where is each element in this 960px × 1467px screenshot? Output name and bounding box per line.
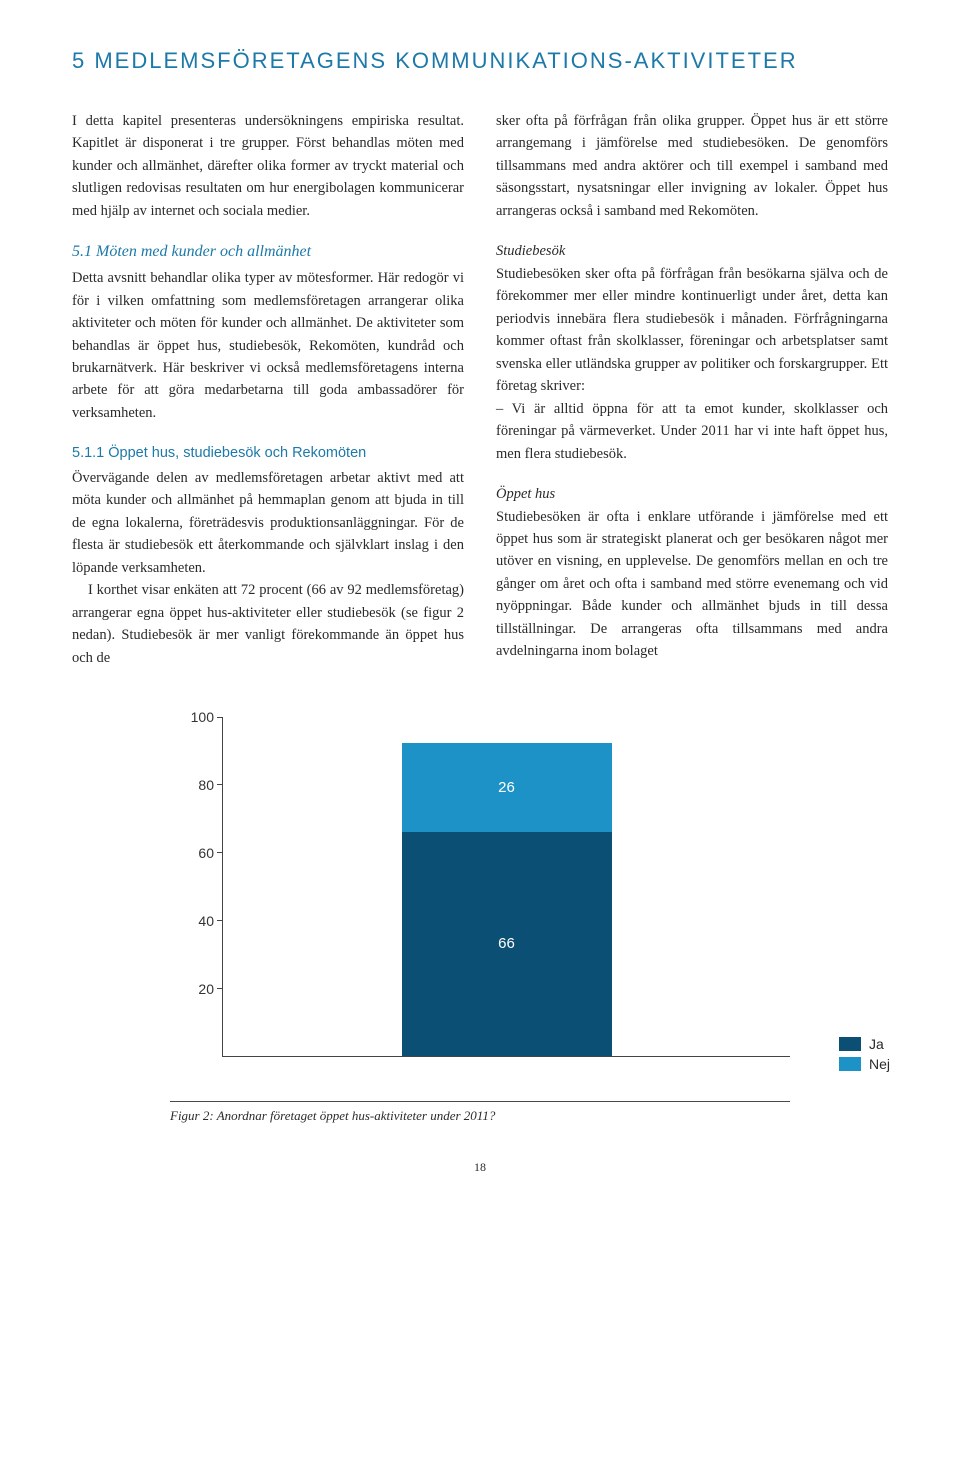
text-columns: I detta kapitel presenteras undersökning… xyxy=(72,110,888,669)
y-tick-label: 40 xyxy=(198,913,214,929)
stacked-bar-chart: 20406080100 6626 Ja Nej xyxy=(170,717,790,1057)
y-tick-label: 100 xyxy=(191,709,214,725)
plot-area: 6626 Ja Nej xyxy=(222,717,790,1057)
bar-stack: 6626 xyxy=(402,743,612,1056)
legend-ja-label: Ja xyxy=(869,1036,884,1052)
oppethus-body: Studiebesöken är ofta i enklare utförand… xyxy=(496,506,888,663)
section-5-1-title: 5.1 Möten med kunder och allmänhet xyxy=(72,240,464,265)
oppethus-heading: Öppet hus xyxy=(496,483,888,505)
page-number: 18 xyxy=(72,1160,888,1175)
section-5-1-body: Detta avsnitt behandlar olika typer av m… xyxy=(72,267,464,424)
y-tick-mark xyxy=(217,717,223,718)
y-tick-mark xyxy=(217,920,223,921)
studiebesok-body: Studiebesöken sker ofta på förfrågan frå… xyxy=(496,263,888,398)
studiebesok-quote: – Vi är alltid öppna för att ta emot kun… xyxy=(496,398,888,465)
legend-nej: Nej xyxy=(839,1056,890,1072)
intro-paragraph: I detta kapitel presenteras undersökning… xyxy=(72,110,464,222)
y-tick-label: 60 xyxy=(198,845,214,861)
right-continuation: sker ofta på förfrågan från olika gruppe… xyxy=(496,110,888,222)
y-tick-label: 80 xyxy=(198,777,214,793)
section-5-1-1-body-2: I korthet visar enkäten att 72 procent (… xyxy=(72,579,464,669)
legend-nej-label: Nej xyxy=(869,1056,890,1072)
y-tick-mark xyxy=(217,988,223,989)
section-5-1-1-body-1: Övervägande delen av medlemsföretagen ar… xyxy=(72,467,464,579)
figure-caption: Figur 2: Anordnar företaget öppet hus-ak… xyxy=(170,1101,790,1124)
legend: Ja Nej xyxy=(839,1036,890,1076)
y-axis: 20406080100 xyxy=(170,717,222,1057)
legend-ja-swatch xyxy=(839,1037,861,1051)
y-tick-mark xyxy=(217,852,223,853)
y-tick-mark xyxy=(217,784,223,785)
figure-2: 20406080100 6626 Ja Nej Figur 2: Anordna… xyxy=(72,717,888,1124)
right-column: sker ofta på förfrågan från olika gruppe… xyxy=(496,110,888,669)
bar-segment-nej: 26 xyxy=(402,743,612,831)
left-column: I detta kapitel presenteras undersökning… xyxy=(72,110,464,669)
legend-ja: Ja xyxy=(839,1036,890,1052)
section-5-1-1-title: 5.1.1 Öppet hus, studiebesök och Rekomöt… xyxy=(72,442,464,464)
page-title: 5 MEDLEMSFÖRETAGENS KOMMUNIKATIONS-AKTIV… xyxy=(72,48,888,74)
bar-area: 6626 xyxy=(223,717,790,1056)
bar-segment-ja: 66 xyxy=(402,832,612,1056)
studiebesok-heading: Studiebesök xyxy=(496,240,888,262)
legend-nej-swatch xyxy=(839,1057,861,1071)
y-tick-label: 20 xyxy=(198,981,214,997)
